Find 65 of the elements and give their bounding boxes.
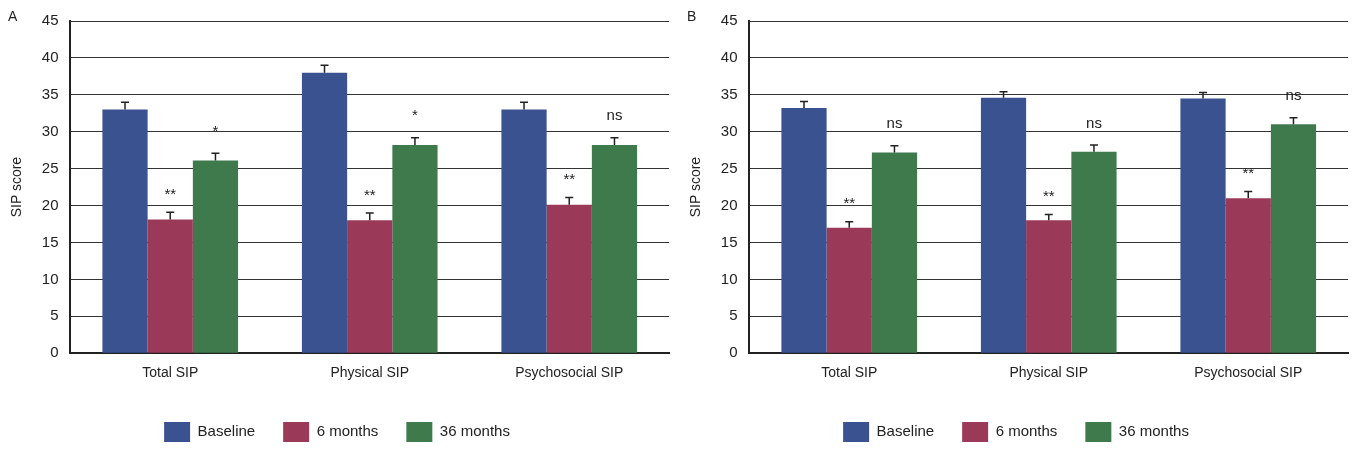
y-tick-label: 0 (729, 343, 738, 361)
annotation: ** (563, 170, 576, 188)
bar (501, 109, 547, 353)
chart-title: B (687, 7, 697, 24)
bar (781, 108, 827, 353)
y-tick-label: 5 (729, 306, 738, 324)
y-tick-label: 20 (41, 195, 59, 213)
bar (826, 227, 872, 353)
y-tick-label: 35 (41, 84, 59, 102)
y-tick-label: 40 (720, 48, 738, 66)
y-tick-label: 15 (41, 232, 59, 250)
y-tick-label: 25 (41, 158, 59, 176)
y-tick-label: 20 (720, 195, 738, 213)
annotation: ns (886, 114, 903, 132)
y-axis-title: SIP score (687, 156, 704, 218)
annotation: ns (1086, 113, 1102, 131)
legend-label: 6 months (316, 422, 379, 440)
bar (591, 145, 638, 353)
y-tick-label: 30 (720, 121, 738, 139)
annotation: ** (1042, 187, 1055, 205)
bar (147, 219, 193, 353)
x-tick-label: Psychosocial SIP (515, 364, 624, 381)
bar (980, 97, 1027, 353)
y-tick-label: 5 (50, 306, 59, 324)
y-tick-label: 45 (41, 11, 59, 29)
y-axis-title: SIP score (8, 156, 25, 218)
legend-label: Baseline (876, 422, 935, 440)
annotation: * (212, 121, 219, 139)
y-tick-label: 15 (720, 232, 738, 250)
bar (871, 152, 918, 353)
x-tick-label: Total SIP (821, 364, 878, 381)
y-tick-label: 40 (41, 48, 59, 66)
bar (102, 109, 148, 353)
bar (347, 220, 393, 353)
legend-label: 36 months (1118, 422, 1189, 440)
chart-title: A (8, 7, 18, 24)
x-tick-label: Total SIP (142, 364, 199, 381)
x-tick-label: Physical SIP (1009, 364, 1089, 381)
legend-label: Baseline (197, 422, 256, 440)
bar (1071, 151, 1117, 353)
annotation: ** (164, 184, 177, 202)
y-tick-label: 10 (41, 269, 59, 287)
y-tick-label: 45 (720, 11, 738, 29)
annotation: * (412, 106, 419, 124)
bar (192, 160, 239, 353)
bar (1180, 98, 1226, 353)
y-tick-label: 35 (720, 84, 738, 102)
legend-label: 36 months (439, 422, 510, 440)
y-tick-label: 25 (720, 158, 738, 176)
legend-label: 6 months (995, 422, 1058, 440)
x-tick-label: Physical SIP (330, 364, 410, 381)
annotation: ** (1242, 164, 1255, 182)
y-tick-label: 10 (720, 269, 738, 287)
annotation: ** (363, 185, 376, 203)
bar (301, 72, 348, 353)
annotation: ns (606, 106, 623, 124)
bar (1026, 220, 1072, 353)
x-tick-label: Psychosocial SIP (1194, 364, 1303, 381)
annotation: ** (843, 194, 856, 212)
bar (1270, 124, 1317, 353)
bar (392, 145, 438, 353)
bar (546, 204, 592, 353)
y-tick-label: 0 (50, 343, 59, 361)
y-tick-label: 30 (41, 121, 59, 139)
bar (1225, 198, 1271, 353)
